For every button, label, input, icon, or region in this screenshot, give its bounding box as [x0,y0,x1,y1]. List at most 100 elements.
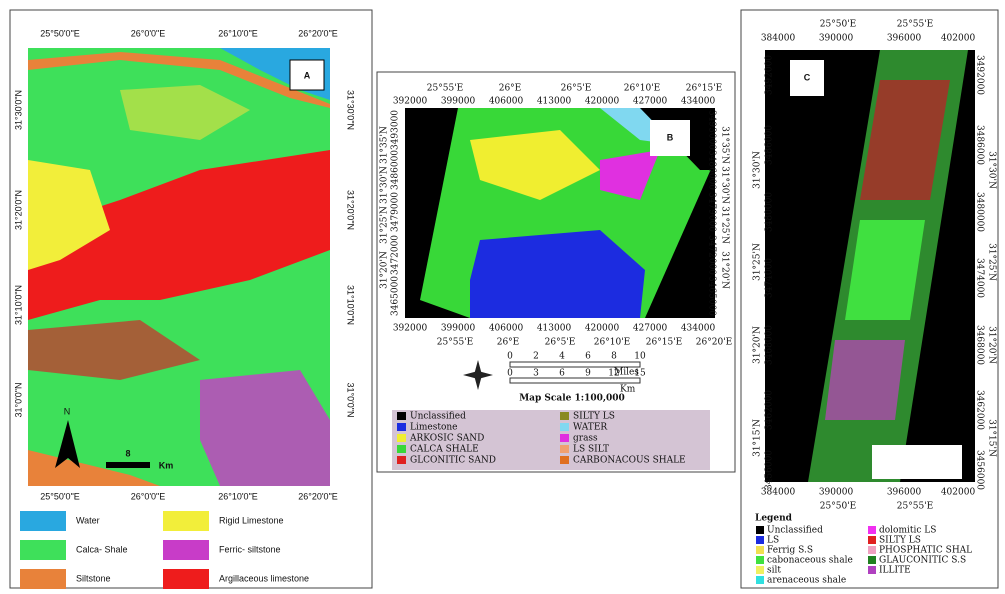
top-easting: 396000 [887,34,922,44]
left-northing: 3456000 [765,450,775,490]
legend-swatch [756,546,764,554]
scale-value: 8 [125,448,130,458]
right-northing: 3480000 [975,192,985,232]
panel-c-map [765,50,975,482]
bottom-lon: 26°15'E [646,338,682,348]
right-lat: 31°25'N [987,243,997,281]
scale-tick: 10 [634,352,646,362]
legend-label: Calca- Shale [76,544,128,554]
bottom-lon: 26°10'E [594,338,630,348]
bottom-easting: 396000 [887,488,922,498]
top-easting: 434000 [681,97,716,107]
legend-swatch [397,456,406,464]
right-lat: 31°25'N [720,206,730,244]
legend-swatch [560,434,569,442]
legend-label: Ferrig S.S [767,546,813,556]
bottom-lon: 25°55'E [897,502,933,512]
right-lat: 31°0'0"N [346,382,356,417]
scale-tick: 8 [611,352,617,362]
top-lon: 26°0'0"E [131,28,166,38]
top-easting: 390000 [819,34,854,44]
scale-tick: 15 [634,369,646,379]
legend-swatch [756,566,764,574]
bottom-easting: 406000 [489,324,524,334]
top-lon: 26°E [499,84,522,94]
right-northing: 3486000 [707,150,717,190]
scale-bar [106,462,150,468]
bottom-lon: 26°5'E [545,338,576,348]
left-lat: 31°35'N [380,126,390,164]
legend-label: CARBONACOUS SHALE [573,456,686,466]
legend-swatch [397,423,406,431]
top-easting: 399000 [441,97,476,107]
legend-swatch [868,546,876,554]
legend-swatch [756,526,764,534]
right-northing: 3474000 [975,258,985,298]
panel-a-map [28,48,330,486]
top-easting: 402000 [941,34,976,44]
legend-swatch [868,526,876,534]
legend-swatch [756,556,764,564]
right-northing: 3479000 [707,192,717,232]
left-lat: 31°25'N [753,243,763,281]
legend-label: Siltstone [76,573,111,583]
legend-swatch [20,569,66,589]
right-lat: 31°35'N [720,126,730,164]
left-northing: 3474000 [765,258,775,298]
map-purple [825,340,905,420]
scale-bar-miles [510,362,640,367]
bottom-easting: 427000 [633,324,668,334]
legend-label: Limestone [410,423,458,433]
left-northing: 3465000 [391,276,401,316]
legend-swatch [163,569,209,589]
legend-swatch [756,536,764,544]
legend-swatch [163,511,209,531]
top-lon: 26°10'0"E [218,28,258,38]
legend-swatch [20,511,66,531]
left-northing: 3486000 [765,125,775,165]
top-lon: 25°50'0"E [40,28,80,38]
right-lat: 31°30'N [720,166,730,204]
bottom-easting: 434000 [681,324,716,334]
left-lat: 31°30'N [753,151,763,189]
legend-label: Unclassified [767,526,823,536]
legend-swatch [868,556,876,564]
right-northing: 3472000 [707,235,717,275]
legend-label: LS SILT [573,445,609,455]
legend-label: Water [76,515,100,525]
scale-bar-km [510,378,640,383]
bottom-easting: 402000 [941,488,976,498]
left-northing: 3462000 [765,390,775,430]
right-lat: 31°30'N [987,151,997,189]
top-lon: 25°50'E [820,20,856,30]
left-northing: 3480000 [765,192,775,232]
left-lat: 31°30'N [380,166,390,204]
top-easting: 427000 [633,97,668,107]
left-northing: 3493000 [391,110,401,150]
scale-tick: 0 [507,369,513,379]
legend-swatch [560,456,569,464]
legend-label: cabonaceous shale [767,556,853,566]
right-lat: 31°10'0"N [346,285,356,325]
legend-label: SILTY LS [879,536,921,546]
bottom-easting: 399000 [441,324,476,334]
north-label: N [64,406,71,416]
panel-label: C [804,72,811,82]
left-lat: 31°20'0"N [13,190,23,230]
top-lon: 26°5'E [561,84,592,94]
right-northing: 3468000 [975,325,985,365]
bottom-lon: 25°50'E [820,502,856,512]
right-lat: 31°30'0"N [346,90,356,130]
bottom-lon: 26°E [497,338,520,348]
right-northing: 3465000 [707,276,717,316]
panel-label: A [304,70,311,80]
legend-label: arenaceous shale [767,576,846,586]
top-easting: 392000 [393,97,428,107]
top-lon: 26°20'0"E [298,28,338,38]
left-lat: 31°0'0"N [13,382,23,417]
left-northing: 3492000 [765,55,775,95]
legend-label: PHOSPHATIC SHAL [879,546,972,556]
scale-tick: 4 [559,352,565,362]
bottom-lon: 26°10'0"E [218,491,258,501]
legend-swatch [560,445,569,453]
